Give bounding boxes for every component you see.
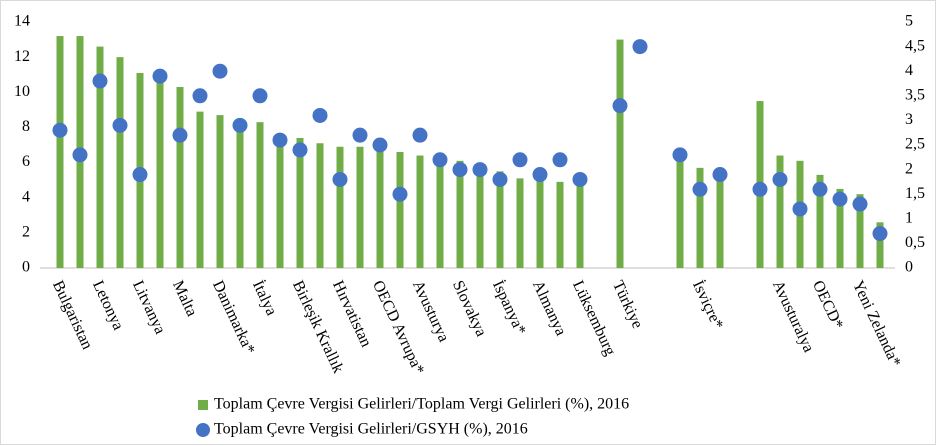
dot — [132, 167, 148, 183]
y-tick-label: 8 — [22, 118, 30, 135]
y2-tick-label: 4,5 — [905, 37, 925, 54]
dot — [212, 63, 228, 79]
dot — [452, 162, 468, 178]
legend-swatch — [198, 400, 208, 410]
y2-tick-label: 0 — [905, 259, 913, 276]
dot — [172, 127, 188, 143]
y2-tick-label: 5 — [905, 13, 913, 30]
y-tick-label: 14 — [14, 13, 30, 30]
dot — [432, 152, 448, 168]
bar — [476, 167, 484, 268]
bar — [576, 183, 584, 268]
dot — [792, 201, 808, 217]
dot — [352, 127, 368, 143]
dot — [52, 122, 68, 138]
bar — [216, 115, 224, 268]
y2-tick-label: 0,5 — [905, 234, 925, 251]
dot — [612, 98, 628, 114]
dot — [112, 117, 128, 133]
y2-tick-label: 2 — [905, 160, 913, 177]
dot — [252, 88, 268, 104]
bar — [436, 157, 444, 268]
dot — [532, 167, 548, 183]
y-tick-label: 10 — [14, 83, 30, 100]
dot — [392, 186, 408, 202]
bar — [396, 152, 404, 268]
y2-tick-label: 3 — [905, 111, 913, 128]
bar — [356, 146, 364, 268]
y2-tick-label: 1,5 — [905, 185, 925, 202]
dot — [312, 107, 328, 123]
bar — [816, 174, 824, 268]
dot — [772, 171, 788, 187]
dot — [832, 191, 848, 207]
bar — [296, 137, 304, 268]
dot — [692, 181, 708, 197]
dot — [712, 167, 728, 183]
dot — [852, 196, 868, 212]
bar — [176, 87, 184, 268]
bar — [256, 122, 264, 269]
dot — [492, 171, 508, 187]
y2-tick-label: 1 — [905, 209, 913, 226]
bar — [276, 143, 284, 268]
bar — [776, 155, 784, 268]
bar — [616, 39, 624, 269]
legend-label: Toplam Çevre Vergisi Gelirleri/Toplam Ve… — [214, 396, 629, 413]
legend-swatch — [196, 423, 210, 437]
y-tick-label: 4 — [22, 188, 30, 205]
bar — [56, 36, 64, 268]
bar — [416, 155, 424, 268]
dot — [412, 127, 428, 143]
dot — [192, 88, 208, 104]
bar — [696, 167, 704, 268]
bar — [836, 188, 844, 268]
y2-tick-label: 4 — [905, 62, 913, 79]
dot — [472, 162, 488, 178]
dot — [752, 181, 768, 197]
dot — [232, 117, 248, 133]
bar — [156, 74, 164, 268]
bar — [116, 57, 124, 269]
dot — [272, 132, 288, 148]
bar — [876, 222, 884, 268]
y-tick-label: 6 — [22, 153, 30, 170]
bar — [556, 181, 564, 268]
bar — [96, 46, 104, 268]
y-tick-label: 2 — [22, 224, 30, 241]
bar — [196, 111, 204, 268]
dot — [292, 142, 308, 158]
bar — [496, 171, 504, 268]
bar — [316, 143, 324, 268]
legend-label: Toplam Çevre Vergisi Gelirleri/GSYH (%),… — [214, 421, 528, 438]
dot — [92, 73, 108, 89]
bar — [376, 148, 384, 268]
dot — [332, 171, 348, 187]
bar — [676, 157, 684, 268]
dot — [872, 226, 888, 242]
y-tick-label: 12 — [14, 48, 30, 65]
dot — [152, 68, 168, 84]
y-tick-label: 0 — [22, 259, 30, 276]
bar — [536, 178, 544, 268]
bar — [856, 194, 864, 268]
dot — [372, 137, 388, 153]
dot — [512, 152, 528, 168]
dot — [72, 147, 88, 163]
dot — [672, 147, 688, 163]
bar — [716, 171, 724, 268]
bar — [336, 146, 344, 268]
y2-tick-label: 3,5 — [905, 86, 925, 103]
bar — [456, 160, 464, 268]
y2-tick-label: 2,5 — [905, 136, 925, 153]
bar — [516, 178, 524, 268]
dot — [572, 171, 588, 187]
dot — [812, 181, 828, 197]
dot — [552, 152, 568, 168]
dot — [632, 39, 648, 55]
bar — [236, 125, 244, 269]
